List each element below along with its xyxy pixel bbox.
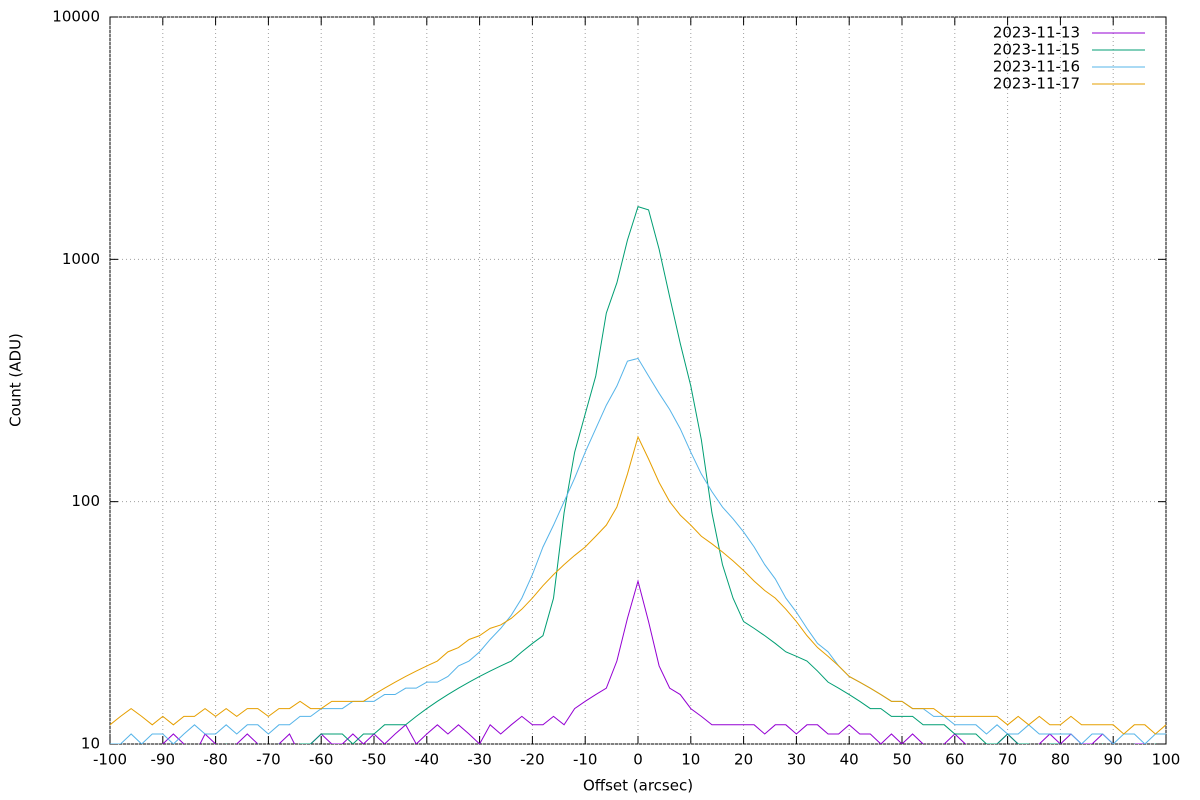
y-tick-label: 100 [71,492,100,510]
x-tick-label: 60 [945,751,964,769]
x-tick-label: -100 [93,751,127,769]
x-tick-label: 90 [1104,751,1123,769]
legend-label: 2023-11-16 [993,58,1080,76]
x-tick-label: 70 [998,751,1017,769]
grid: -100 -90 -80 -70 -60 -50 -40 -30 -20 -10 0 10 20 30 40… [52,8,1180,769]
x-tick-label: -20 [520,751,545,769]
x-tick-label: -90 [151,751,176,769]
legend-label: 2023-11-17 [993,75,1080,93]
x-tick-label: 40 [840,751,859,769]
x-tick-label: -60 [309,751,334,769]
lines [110,206,1166,744]
x-tick-label: 0 [633,751,643,769]
y-tick-label: 10000 [52,8,100,26]
x-tick-label: 10 [681,751,700,769]
y-tick-label: 10 [81,735,100,753]
x-tick-label: -10 [573,751,598,769]
x-tick-label: 100 [1152,751,1181,769]
x-tick-label: -70 [256,751,281,769]
y-axis-label: Count (ADU) [7,333,25,427]
x-tick-label: 20 [734,751,753,769]
x-tick-label: -30 [467,751,492,769]
legend-label: 2023-11-15 [993,41,1080,59]
x-tick-label: -40 [415,751,440,769]
x-tick-label: -50 [362,751,387,769]
x-axis-label: Offset (arcsec) [583,777,693,795]
x-tick-label: 30 [787,751,806,769]
data-line [110,357,1166,744]
plot-frame [109,16,1167,745]
x-tick-label: -80 [203,751,228,769]
x-tick-label: 80 [1051,751,1070,769]
data-line [110,435,1166,735]
data-line [225,206,1157,744]
x-tick-label: 50 [892,751,911,769]
y-tick-label: 1000 [62,250,100,268]
legend-label: 2023-11-13 [993,24,1080,42]
data-line [140,579,1146,744]
